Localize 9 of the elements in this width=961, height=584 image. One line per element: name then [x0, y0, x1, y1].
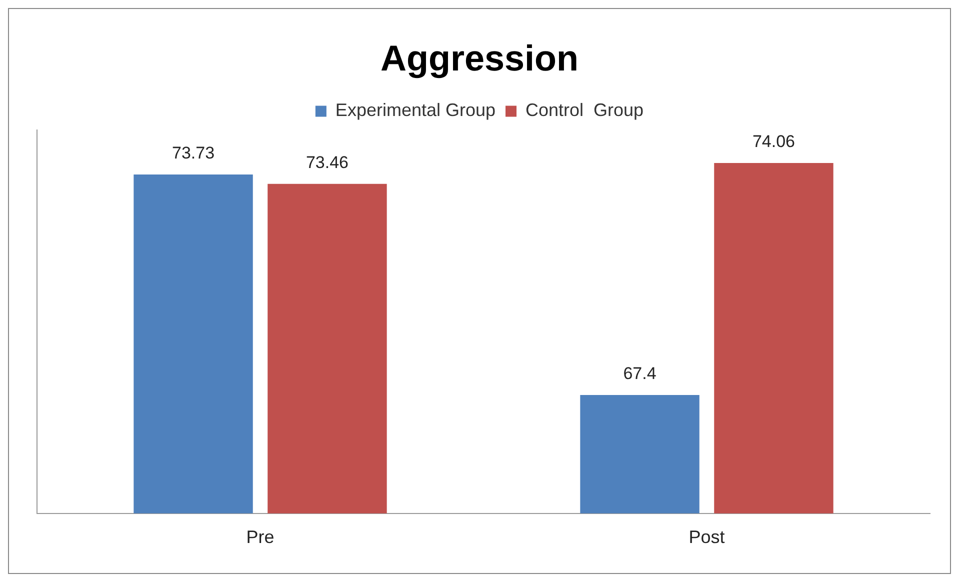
legend-label: Experimental Group: [335, 100, 496, 120]
chart-title: Aggression: [380, 38, 579, 79]
legend-label: Control Group: [526, 100, 644, 120]
x-tick-label: Post: [688, 527, 725, 548]
data-label: 73.46: [306, 153, 348, 172]
x-tick-label: Pre: [246, 527, 274, 548]
data-label: 74.06: [752, 132, 795, 152]
data-label: 67.4: [623, 364, 656, 384]
data-label: 73.73: [172, 144, 215, 163]
